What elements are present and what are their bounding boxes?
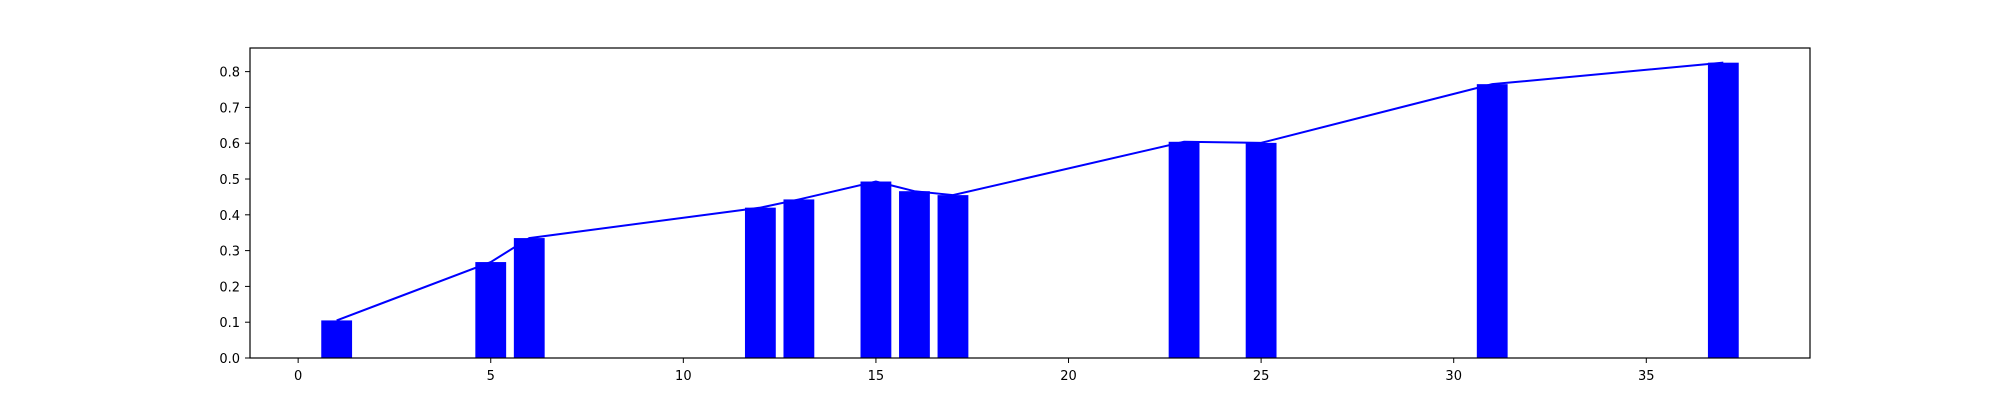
y-tick-label: 0.7: [219, 101, 240, 116]
y-tick-label: 0.5: [219, 173, 240, 188]
x-tick-label: 10: [675, 369, 692, 384]
bar: [1476, 84, 1508, 359]
y-tick-label: 0.6: [219, 137, 240, 152]
x-tick-label: 20: [1060, 369, 1077, 384]
bar: [783, 199, 815, 358]
bar: [937, 195, 969, 358]
y-tick-label: 0.1: [219, 316, 240, 331]
bar: [860, 181, 892, 358]
y-tick-label: 0.4: [219, 209, 240, 224]
bar: [744, 207, 776, 358]
bar: [1707, 62, 1739, 359]
y-tick-label: 0.8: [219, 66, 240, 81]
x-tick-label: 0: [294, 369, 302, 384]
x-tick-label: 30: [1445, 369, 1462, 384]
x-tick-label: 15: [868, 369, 885, 384]
bar: [475, 262, 507, 358]
y-tick-label: 0.0: [219, 352, 240, 367]
x-tick-label: 35: [1638, 369, 1655, 384]
y-tick-label: 0.2: [219, 280, 240, 295]
bar: [1245, 142, 1277, 358]
bar: [1168, 141, 1200, 358]
axes-frame: [249, 47, 1811, 359]
bar: [899, 191, 930, 358]
x-tick-label: 25: [1253, 369, 1270, 384]
bar: [513, 238, 545, 358]
series-line: [336, 61, 1724, 322]
bar: [321, 320, 353, 358]
x-tick-label: 5: [487, 369, 495, 384]
plot-area: 0 5 10 15 20 25 30 35 0.0 0.1 0.2 0.3 0.4 0.5 0.6 0.7 0.…: [219, 47, 1811, 384]
y-tick-label: 0.3: [219, 245, 240, 260]
